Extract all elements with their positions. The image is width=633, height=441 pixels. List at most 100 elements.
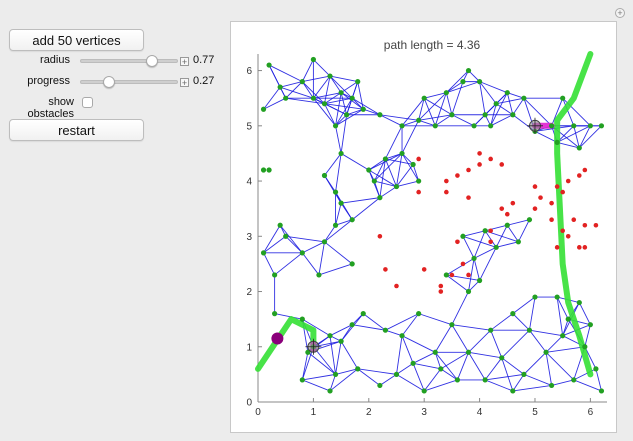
obstacle-point-24 bbox=[582, 222, 588, 228]
vertex-101 bbox=[587, 322, 593, 328]
graph-edge-47 bbox=[351, 97, 381, 116]
graph-edge-245 bbox=[546, 346, 585, 353]
graph-edge-39 bbox=[340, 114, 348, 154]
graph-edge-60 bbox=[418, 92, 447, 121]
y-tick-label-1: 1 bbox=[246, 342, 252, 353]
radius-expand-icon[interactable]: + bbox=[180, 57, 189, 67]
graph-edge-221 bbox=[301, 352, 309, 380]
graph-edge-225 bbox=[440, 368, 458, 381]
graph-edge-132 bbox=[373, 180, 381, 198]
vertex-66 bbox=[327, 333, 333, 339]
graph-edge-77 bbox=[479, 81, 486, 115]
graph-edge-271 bbox=[529, 329, 563, 337]
obstacle-point-6 bbox=[466, 167, 471, 173]
y-tick-label-2: 2 bbox=[246, 287, 252, 298]
graph-edge-247 bbox=[545, 352, 553, 386]
graph-edge-104 bbox=[340, 153, 370, 171]
graph-edge-188 bbox=[352, 324, 386, 331]
vertex-103 bbox=[526, 327, 533, 333]
vertex-33 bbox=[321, 172, 328, 179]
graph-edge-146 bbox=[285, 235, 303, 254]
graph-edge-103 bbox=[335, 153, 342, 193]
graph-edge-128 bbox=[396, 164, 414, 187]
graph-edge-223 bbox=[424, 379, 458, 392]
progress-slider-thumb[interactable] bbox=[103, 76, 116, 88]
graph-edge-17 bbox=[313, 92, 342, 99]
vertex-79 bbox=[355, 366, 361, 372]
agent-dot bbox=[271, 332, 284, 345]
vertex-111 bbox=[598, 123, 605, 129]
graph-edge-11 bbox=[301, 81, 314, 99]
graph-edge-140 bbox=[324, 241, 353, 265]
graph-edge-122 bbox=[373, 158, 386, 182]
x-tick-label-0: 0 bbox=[255, 407, 261, 418]
graph-edge-26 bbox=[329, 75, 353, 99]
graph-edge-171 bbox=[451, 291, 469, 325]
radius-slider-track[interactable] bbox=[80, 59, 178, 63]
vertex-3 bbox=[283, 95, 289, 101]
graph-edge-71 bbox=[446, 81, 480, 94]
x-tick-label-2: 2 bbox=[366, 407, 372, 418]
vertex-65 bbox=[299, 316, 305, 322]
vertex-4 bbox=[299, 79, 305, 85]
obstacle-point-38 bbox=[421, 267, 427, 272]
restart-button[interactable]: restart bbox=[9, 119, 144, 141]
graph-edge-242 bbox=[523, 373, 552, 386]
graph-edge-236 bbox=[529, 296, 536, 331]
graph-edge-255 bbox=[584, 346, 597, 370]
vertex-8 bbox=[338, 90, 344, 96]
graph-edge-204 bbox=[412, 351, 436, 364]
vertex-104 bbox=[510, 388, 516, 394]
vertex-88 bbox=[532, 294, 538, 300]
show-obstacles-checkbox[interactable] bbox=[82, 97, 93, 108]
obstacle-point-34 bbox=[466, 272, 471, 278]
obstacle-point-26 bbox=[560, 228, 565, 234]
obstacle-point-8 bbox=[488, 156, 493, 162]
graph-edge-133 bbox=[351, 197, 381, 221]
graph-edge-264 bbox=[484, 379, 513, 392]
vertex-69 bbox=[360, 311, 366, 317]
vertex-76 bbox=[410, 360, 416, 366]
graph-edge-161 bbox=[507, 219, 530, 226]
radius-label: radius bbox=[40, 54, 70, 66]
graph-edge-192 bbox=[335, 341, 342, 375]
obstacle-point-7 bbox=[477, 162, 482, 167]
graph-edge-68 bbox=[423, 97, 453, 116]
graph-edge-261 bbox=[573, 379, 602, 392]
graph-edge-214 bbox=[357, 368, 381, 386]
graph-edge-142 bbox=[263, 225, 281, 254]
graph-edge-29 bbox=[324, 92, 342, 105]
vertex-81 bbox=[327, 388, 333, 394]
obstacle-point-35 bbox=[449, 272, 455, 278]
path-upper bbox=[554, 51, 594, 378]
graph-edge-28 bbox=[340, 81, 358, 94]
y-tick-label-5: 5 bbox=[246, 121, 252, 132]
graph-edge-121 bbox=[379, 158, 386, 198]
graph-edge-226 bbox=[468, 329, 491, 353]
corner-plus-icon[interactable]: + bbox=[615, 8, 625, 18]
vertex-31 bbox=[488, 123, 494, 129]
progress-slider-track[interactable] bbox=[80, 80, 178, 84]
graph-edge-31 bbox=[340, 92, 364, 110]
graph-edge-201 bbox=[434, 324, 453, 353]
graph-edge-199 bbox=[396, 335, 403, 375]
graph-edge-148 bbox=[263, 252, 276, 276]
graph-edge-209 bbox=[412, 363, 425, 392]
vertex-28 bbox=[521, 95, 527, 101]
graph-edge-93 bbox=[490, 103, 497, 126]
vertex-86 bbox=[488, 327, 494, 333]
vertex-36 bbox=[366, 167, 372, 173]
graph-edge-134 bbox=[335, 219, 353, 226]
x-tick-label-1: 1 bbox=[311, 407, 317, 418]
vertex-70 bbox=[338, 338, 344, 344]
vertex-37 bbox=[382, 156, 389, 162]
vertex-46 bbox=[321, 239, 328, 245]
radius-slider-thumb[interactable] bbox=[146, 55, 159, 67]
vertex-57 bbox=[504, 222, 510, 228]
obstacle-point-4 bbox=[444, 189, 449, 195]
vertex-55 bbox=[460, 233, 466, 239]
obstacle-point-31 bbox=[488, 239, 493, 245]
vertex-71 bbox=[382, 327, 389, 333]
add-vertices-button[interactable]: add 50 vertices bbox=[9, 29, 144, 51]
progress-expand-icon[interactable]: + bbox=[180, 78, 189, 88]
